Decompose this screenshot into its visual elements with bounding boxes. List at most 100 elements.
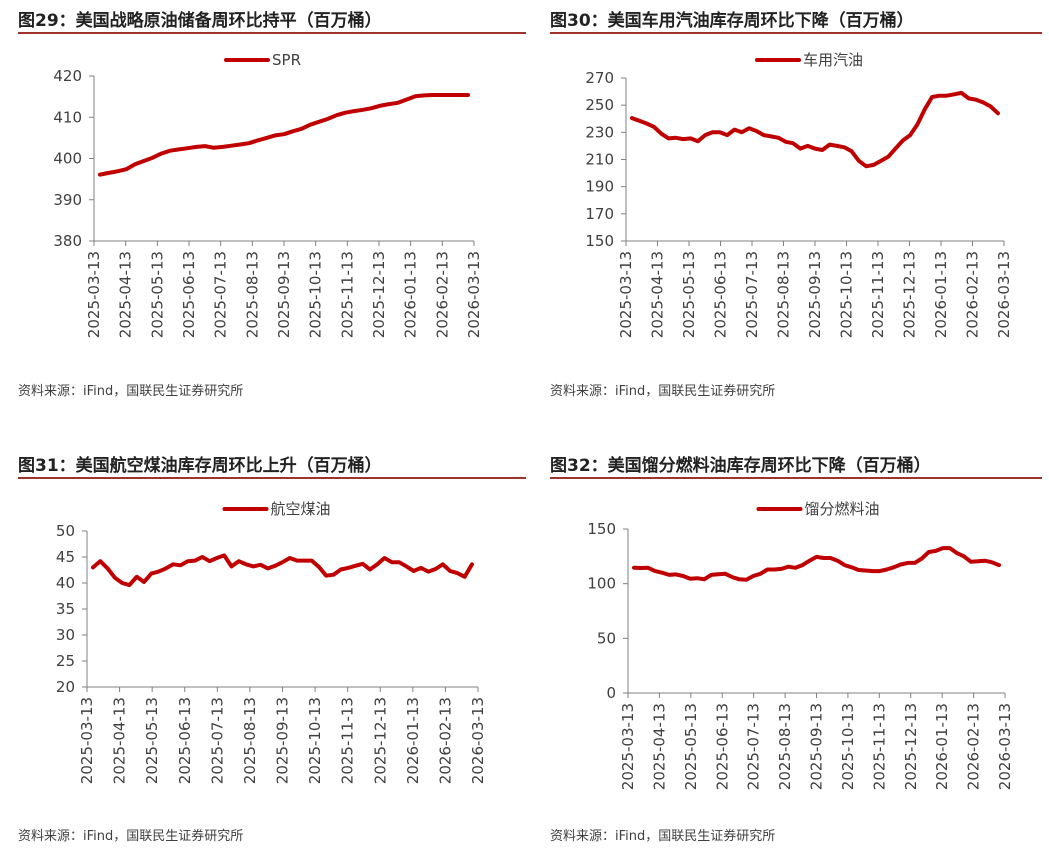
x-tick-label: 2025-07-13 [745, 703, 763, 790]
y-tick-label: 210 [585, 151, 614, 169]
x-tick-label: 2025-11-13 [339, 697, 357, 784]
source-note: 资料来源：iFind，国联民生证券研究所 [550, 384, 776, 399]
y-tick-label: 400 [53, 150, 82, 168]
x-tick-label: 2025-12-13 [370, 251, 388, 338]
chart-panel-jet-fuel: 图31：美国航空煤油库存周环比上升（百万桶） 20 25 30 35 40 45 50 202… [18, 451, 526, 849]
x-tick-label: 2026-01-13 [933, 703, 951, 790]
chart-title: 图29：美国战略原油储备周环比持平（百万桶） [18, 11, 382, 31]
x-tick-label: 2025-10-13 [306, 697, 324, 784]
line-chart: 20 25 30 35 40 45 50 2025-03-13 2025-04-13 2025-0… [56, 500, 487, 784]
x-tick-label: 2026-02-13 [433, 251, 451, 338]
x-tick-label: 2025-03-13 [85, 251, 103, 338]
x-tick-label: 2025-10-13 [839, 703, 857, 790]
x-tick-label: 2025-12-13 [901, 251, 919, 338]
source-note: 资料来源：iFind，国联民生证券研究所 [18, 384, 244, 399]
x-tick-label: 2025-06-13 [176, 697, 194, 784]
x-tick-label: 2025-05-13 [680, 251, 698, 338]
y-tick-label: 25 [56, 652, 75, 670]
x-tick-label: 2025-06-13 [713, 703, 731, 790]
x-tick-label: 2025-08-13 [243, 251, 261, 338]
line-chart: 380 390 400 410 420 2025-03-13 2025-04-13 2025-… [53, 51, 483, 338]
x-tick-label: 2025-08-13 [775, 251, 793, 338]
x-tick-label: 2026-02-13 [964, 251, 982, 338]
x-tick-label: 2025-10-13 [838, 251, 856, 338]
y-tick-label: 40 [56, 574, 75, 592]
source-note: 资料来源：iFind，国联民生证券研究所 [18, 829, 244, 844]
x-tick-label: 2025-12-13 [371, 697, 389, 784]
chart-title: 图32：美国馏分燃料油库存周环比下降（百万桶） [550, 456, 931, 476]
source-note: 资料来源：iFind，国联民生证券研究所 [550, 829, 776, 844]
chart-panel-spr: 图29：美国战略原油储备周环比持平（百万桶） 380 390 400 410 420 20… [18, 6, 526, 406]
y-tick-label: 45 [56, 548, 75, 566]
y-tick-label: 270 [585, 69, 614, 87]
y-tick-label: 380 [53, 232, 82, 250]
x-tick-label: 2025-03-13 [78, 697, 96, 784]
x-tick-label: 2025-04-13 [650, 703, 668, 790]
title-rule [550, 32, 1042, 34]
y-tick-label: 190 [585, 178, 614, 196]
x-tick-label: 2026-02-13 [965, 703, 983, 790]
series-line [91, 553, 474, 588]
x-tick-label: 2025-05-13 [148, 251, 166, 338]
x-tick-label: 2025-04-13 [111, 697, 129, 784]
x-tick-label: 2025-04-13 [649, 251, 667, 338]
y-tick-label: 150 [587, 520, 616, 538]
title-rule [18, 32, 526, 34]
x-tick-label: 2026-03-13 [996, 703, 1014, 790]
y-tick-label: 50 [597, 629, 616, 647]
x-tick-label: 2025-07-13 [208, 697, 226, 784]
x-tick-label: 2025-09-13 [806, 251, 824, 338]
legend-label: SPR [272, 51, 301, 69]
x-tick-label: 2025-12-13 [902, 703, 920, 790]
title-rule [18, 477, 526, 479]
y-tick-label: 30 [56, 626, 75, 644]
x-tick-label: 2025-08-13 [241, 697, 259, 784]
y-tick-label: 390 [53, 191, 82, 209]
title-rule [550, 477, 1042, 479]
y-tick-label: 420 [53, 67, 82, 85]
legend-label: 航空煤油 [271, 500, 331, 518]
chart-panel-gasoline: 图30：美国车用汽油库存周环比下降（百万桶） 150 170 190 210 230 25… [550, 6, 1042, 406]
x-tick-label: 2025-09-13 [275, 251, 293, 338]
x-tick-label: 2025-03-13 [617, 251, 635, 338]
x-tick-label: 2026-03-13 [469, 697, 487, 784]
legend-label: 馏分燃料油 [805, 500, 880, 518]
y-tick-label: 20 [56, 678, 75, 696]
x-tick-label: 2025-05-13 [143, 697, 161, 784]
y-tick-label: 250 [585, 96, 614, 114]
legend-label: 车用汽油 [803, 51, 863, 69]
y-tick-label: 150 [585, 232, 614, 250]
x-tick-label: 2025-08-13 [776, 703, 794, 790]
x-tick-label: 2025-07-13 [743, 251, 761, 338]
y-tick-label: 410 [53, 108, 82, 126]
x-tick-label: 2025-06-13 [180, 251, 198, 338]
x-tick-label: 2025-11-13 [869, 251, 887, 338]
y-tick-label: 0 [606, 684, 616, 702]
x-tick-label: 2026-01-13 [932, 251, 950, 338]
line-chart: 150 170 190 210 230 250 270 2025-03-13 2025-04-1… [585, 51, 1013, 338]
chart-panel-distillate: 图32：美国馏分燃料油库存周环比下降（百万桶） 0 50 100 150 2025-03… [550, 451, 1042, 849]
x-tick-label: 2025-10-13 [307, 251, 325, 338]
x-tick-label: 2025-07-13 [212, 251, 230, 338]
x-tick-label: 2025-11-13 [870, 703, 888, 790]
y-tick-label: 35 [56, 600, 75, 618]
x-tick-label: 2026-03-13 [465, 251, 483, 338]
x-tick-label: 2026-01-13 [404, 697, 422, 784]
x-tick-label: 2026-01-13 [402, 251, 420, 338]
series-line [632, 546, 1001, 582]
y-tick-label: 100 [587, 575, 616, 593]
x-tick-label: 2025-05-13 [682, 703, 700, 790]
x-tick-label: 2025-04-13 [117, 251, 135, 338]
x-tick-label: 2025-09-13 [808, 703, 826, 790]
y-tick-label: 230 [585, 123, 614, 141]
series-line [98, 93, 470, 177]
y-tick-label: 50 [56, 522, 75, 540]
x-tick-label: 2025-03-13 [619, 703, 637, 790]
chart-title: 图31：美国航空煤油库存周环比上升（百万桶） [18, 456, 382, 476]
x-tick-label: 2026-03-13 [995, 251, 1013, 338]
x-tick-label: 2025-06-13 [712, 251, 730, 338]
line-chart: 0 50 100 150 2025-03-13 2025-04-13 2025-05-13 2… [587, 500, 1014, 790]
x-tick-label: 2026-02-13 [436, 697, 454, 784]
x-tick-label: 2025-09-13 [274, 697, 292, 784]
x-tick-label: 2025-11-13 [338, 251, 356, 338]
